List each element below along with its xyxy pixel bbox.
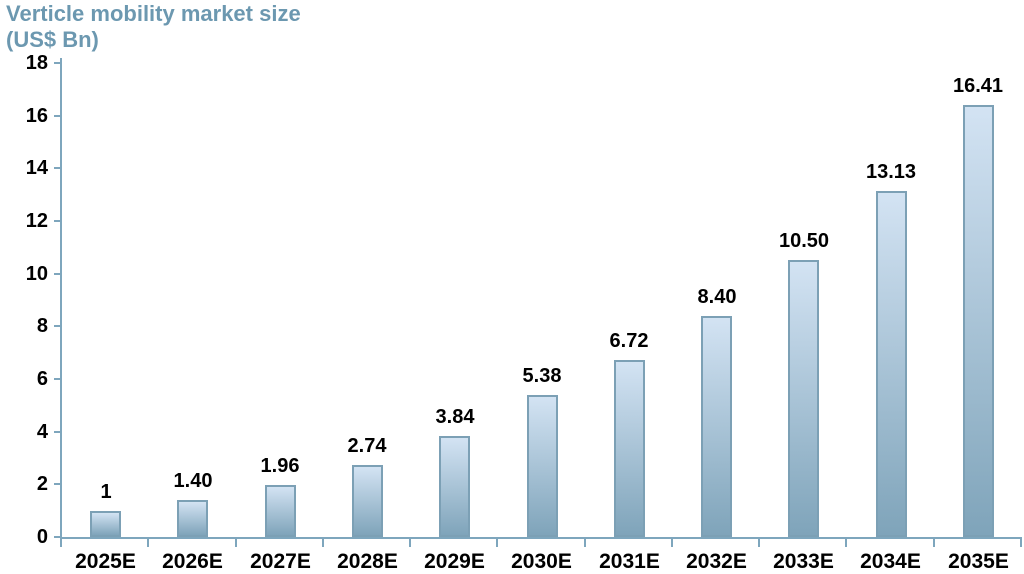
y-tick-label: 2 xyxy=(36,473,48,496)
x-axis-tick xyxy=(758,539,761,547)
x-tick-label: 2034E xyxy=(860,550,921,573)
bar xyxy=(701,316,732,537)
y-axis-tick xyxy=(54,325,60,328)
bar-value-label: 6.72 xyxy=(609,330,649,352)
y-axis-line xyxy=(60,58,62,539)
bar xyxy=(90,511,121,537)
x-axis-tick xyxy=(1020,539,1022,547)
bar xyxy=(352,465,383,537)
bar xyxy=(963,105,994,537)
y-axis-tick xyxy=(54,378,60,380)
bar-value-label: 8.40 xyxy=(697,286,737,308)
x-tick-label: 2032E xyxy=(686,550,747,573)
bar-value-label: 3.84 xyxy=(435,406,475,428)
x-axis-tick xyxy=(409,539,412,547)
y-axis-tick xyxy=(54,220,60,222)
bar-value-label: 5.38 xyxy=(522,365,562,387)
bar-value-label: 1.96 xyxy=(260,455,300,477)
x-axis-tick xyxy=(496,539,499,547)
bar-value-label: 1.40 xyxy=(173,470,213,492)
bar xyxy=(439,436,470,537)
y-tick-label: 16 xyxy=(25,104,48,127)
bar xyxy=(527,395,558,537)
y-tick-label: 0 xyxy=(36,526,48,548)
chart-title-line2: (US$ Bn) xyxy=(6,27,99,52)
y-axis-tick xyxy=(54,272,60,275)
bar xyxy=(614,360,645,537)
bar xyxy=(788,260,819,537)
x-axis-tick xyxy=(147,539,150,547)
y-tick-label: 4 xyxy=(36,420,48,443)
y-axis-tick xyxy=(54,483,60,486)
x-axis-tick xyxy=(60,539,62,547)
bar-value-label: 16.41 xyxy=(952,75,1004,97)
x-axis-tick xyxy=(932,539,935,547)
x-axis-tick xyxy=(321,539,324,547)
y-axis-tick xyxy=(54,430,60,433)
y-axis-tick xyxy=(54,62,60,64)
y-tick-label: 14 xyxy=(25,157,48,180)
bar-value-label: 2.74 xyxy=(347,435,387,457)
x-tick-label: 2030E xyxy=(511,550,572,573)
x-axis-tick xyxy=(845,539,848,547)
chart-title-line1: Verticle mobility market size xyxy=(6,1,301,26)
bar-value-label: 1 xyxy=(100,481,112,503)
y-axis-tick xyxy=(54,167,60,170)
x-tick-label: 2029E xyxy=(424,550,485,573)
y-tick-label: 8 xyxy=(36,315,48,338)
x-tick-label: 2035E xyxy=(948,550,1009,573)
bar xyxy=(177,500,208,537)
x-axis-tick xyxy=(583,539,586,547)
y-axis-tick xyxy=(54,114,60,117)
x-tick-label: 2025E xyxy=(75,550,136,573)
x-tick-label: 2031E xyxy=(599,550,660,573)
x-tick-label: 2033E xyxy=(773,550,834,573)
y-tick-label: 12 xyxy=(25,210,48,232)
x-axis-tick xyxy=(234,539,237,547)
y-axis-tick xyxy=(54,536,60,538)
bar xyxy=(876,191,907,537)
x-tick-label: 2026E xyxy=(162,550,223,573)
x-tick-label: 2028E xyxy=(337,550,398,573)
x-axis-tick xyxy=(670,539,673,547)
x-tick-label: 2027E xyxy=(250,550,311,573)
x-axis-line xyxy=(60,537,1022,539)
y-tick-label: 6 xyxy=(36,368,48,390)
bar xyxy=(265,485,296,537)
bar-value-label: 10.50 xyxy=(778,230,830,252)
bar-value-label: 13.13 xyxy=(865,161,917,183)
y-tick-label: 18 xyxy=(25,52,48,74)
y-tick-label: 10 xyxy=(25,262,48,285)
chart-title: Verticle mobility market size (US$ Bn) xyxy=(6,1,301,53)
